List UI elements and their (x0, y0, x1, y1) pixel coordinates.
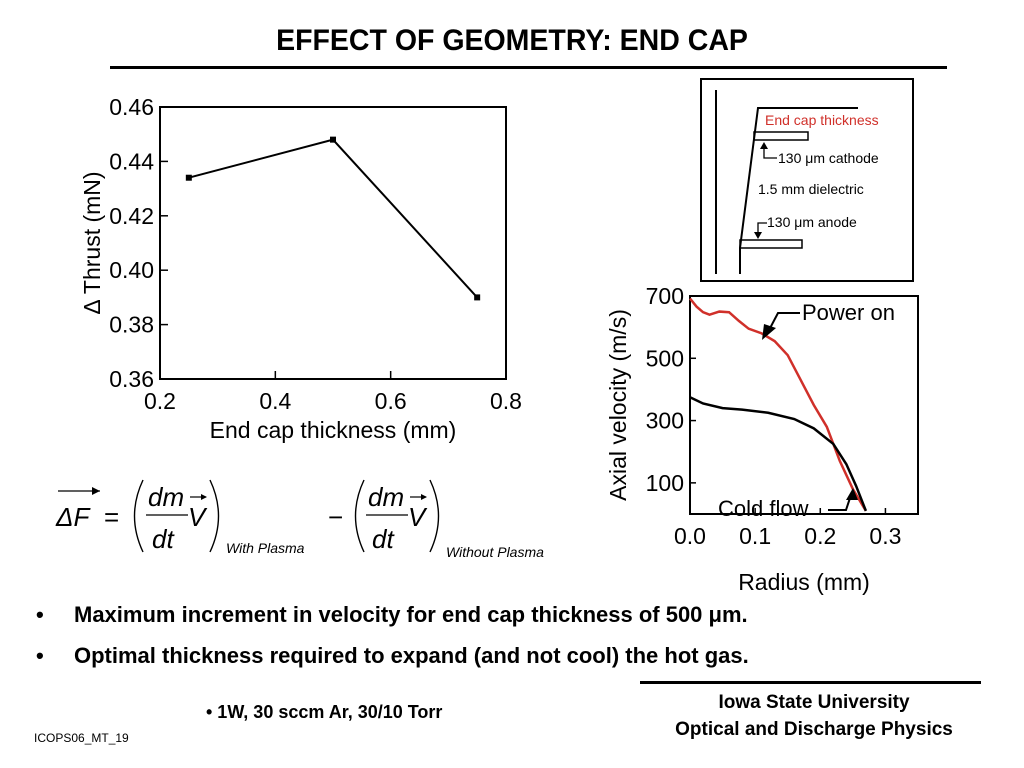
x-tick-label: 0.8 (490, 388, 522, 414)
dielectric-label: 1.5 mm dielectric (758, 181, 864, 197)
x-tick-label: 0.0 (674, 523, 706, 549)
cold-flow-arrow-icon (846, 488, 858, 500)
y-tick-label: 500 (646, 345, 684, 371)
y-tick-label: 0.46 (109, 94, 154, 120)
bullet-item-2: • Optimal thickness required to expand (… (36, 643, 749, 669)
y-tick-label: 0.40 (109, 257, 154, 283)
equation-subscript-with: With Plasma (226, 540, 305, 556)
equation-right-paren-1 (209, 479, 220, 553)
y-tick-label: 0.44 (109, 148, 154, 174)
x-tick-label: 0.3 (869, 523, 901, 549)
footer-university: Iowa State University (718, 692, 910, 713)
footer-divider (640, 681, 981, 684)
equation-minus: − (328, 502, 343, 532)
x-tick-label: 0.2 (804, 523, 836, 549)
y-tick-label: 0.42 (109, 203, 154, 229)
cathode-leader (763, 146, 777, 159)
power-on-arrow-icon (762, 324, 776, 340)
y-tick-label: 300 (646, 408, 684, 434)
bullet-text: Optimal thickness required to expand (an… (74, 643, 749, 668)
x-tick-label: 0.1 (739, 523, 771, 549)
velocity-chart-frame (689, 295, 919, 515)
equation-left-paren-2 (354, 479, 365, 553)
anode-label: 130 μm anode (767, 214, 857, 230)
vector-arrow-icon (421, 494, 427, 500)
anode-leader (757, 222, 767, 236)
equation-equals: = (104, 502, 119, 532)
power-on-series-line (689, 297, 867, 512)
vector-arrow-icon (201, 494, 207, 500)
y-tick-label: 100 (646, 470, 684, 496)
conditions-note: • 1W, 30 sccm Ar, 30/10 Torr (206, 702, 443, 722)
x-tick-label: 0.4 (259, 388, 291, 414)
end-cap-label: End cap thickness (765, 112, 879, 128)
cold-flow-annotation: Cold flow (718, 496, 809, 521)
equation-lhs: ΔF (55, 502, 91, 532)
x-tick-label: 0.6 (375, 388, 407, 414)
equation-velocity-2: V (408, 502, 428, 532)
thrust-chart: 0.2 0.4 0.6 0.8 0.36 0.38 0.40 0.42 0.44 0.46 En… (79, 94, 522, 443)
velocity-chart-ylabel: Axial velocity (m/s) (605, 309, 631, 501)
geometry-diagram: End cap thickness 130 μm cathode 1.5 mm … (700, 78, 914, 282)
vector-arrow-icon (92, 487, 100, 495)
channel-wall (739, 107, 858, 274)
data-point (330, 136, 336, 143)
equation-velocity-1: V (188, 502, 208, 532)
thrust-equation: ΔF = dm dt V With Plasma − dm dt V Witho… (55, 479, 544, 560)
geometry-diagram-frame (700, 78, 914, 282)
cathode-electrode (753, 131, 809, 141)
equation-denominator-2: dt (372, 524, 395, 554)
cold-flow-leader (828, 494, 852, 511)
thrust-chart-ylabel: Δ Thrust (mN) (79, 171, 105, 314)
page-title: EFFECT OF GEOMETRY: END CAP (276, 24, 748, 57)
thrust-chart-frame (159, 106, 507, 380)
equation-left-paren-1 (133, 479, 144, 553)
equation-denominator-1: dt (152, 524, 175, 554)
title-divider (110, 66, 947, 69)
bullet-item-1: • Maximum increment in velocity for end … (36, 602, 748, 628)
cathode-arrow-icon (760, 142, 768, 149)
y-tick-label: 0.36 (109, 366, 154, 392)
thrust-chart-xlabel: End cap thickness (mm) (210, 417, 457, 443)
thrust-series-line (188, 138, 478, 299)
anode-electrode (739, 239, 803, 249)
anode-arrow-icon (754, 232, 762, 239)
velocity-chart: 0.0 0.1 0.2 0.3 100 300 500 700 Power on Cold … (605, 284, 919, 595)
power-on-annotation: Power on (802, 300, 895, 325)
equation-numerator-2: dm (368, 482, 404, 512)
cold-flow-series-line (689, 396, 868, 512)
velocity-chart-xlabel: Radius (mm) (738, 569, 870, 595)
equation-subscript-without: Without Plasma (446, 544, 544, 560)
data-point (185, 174, 192, 181)
equation-right-paren-2 (429, 479, 440, 553)
power-on-leader (767, 312, 800, 333)
bullet-symbol: • (36, 602, 44, 627)
y-tick-label: 0.38 (109, 312, 154, 338)
x-tick-label: 0.2 (144, 388, 176, 414)
slide-id: ICOPS06_MT_19 (34, 731, 129, 745)
cathode-label: 130 μm cathode (778, 150, 879, 166)
data-point (474, 294, 481, 301)
bullet-symbol: • (36, 643, 44, 668)
footer-group: Optical and Discharge Physics (675, 719, 953, 740)
bullet-text: Maximum increment in velocity for end ca… (74, 602, 748, 627)
y-tick-label: 700 (646, 284, 684, 309)
equation-numerator-1: dm (148, 482, 184, 512)
